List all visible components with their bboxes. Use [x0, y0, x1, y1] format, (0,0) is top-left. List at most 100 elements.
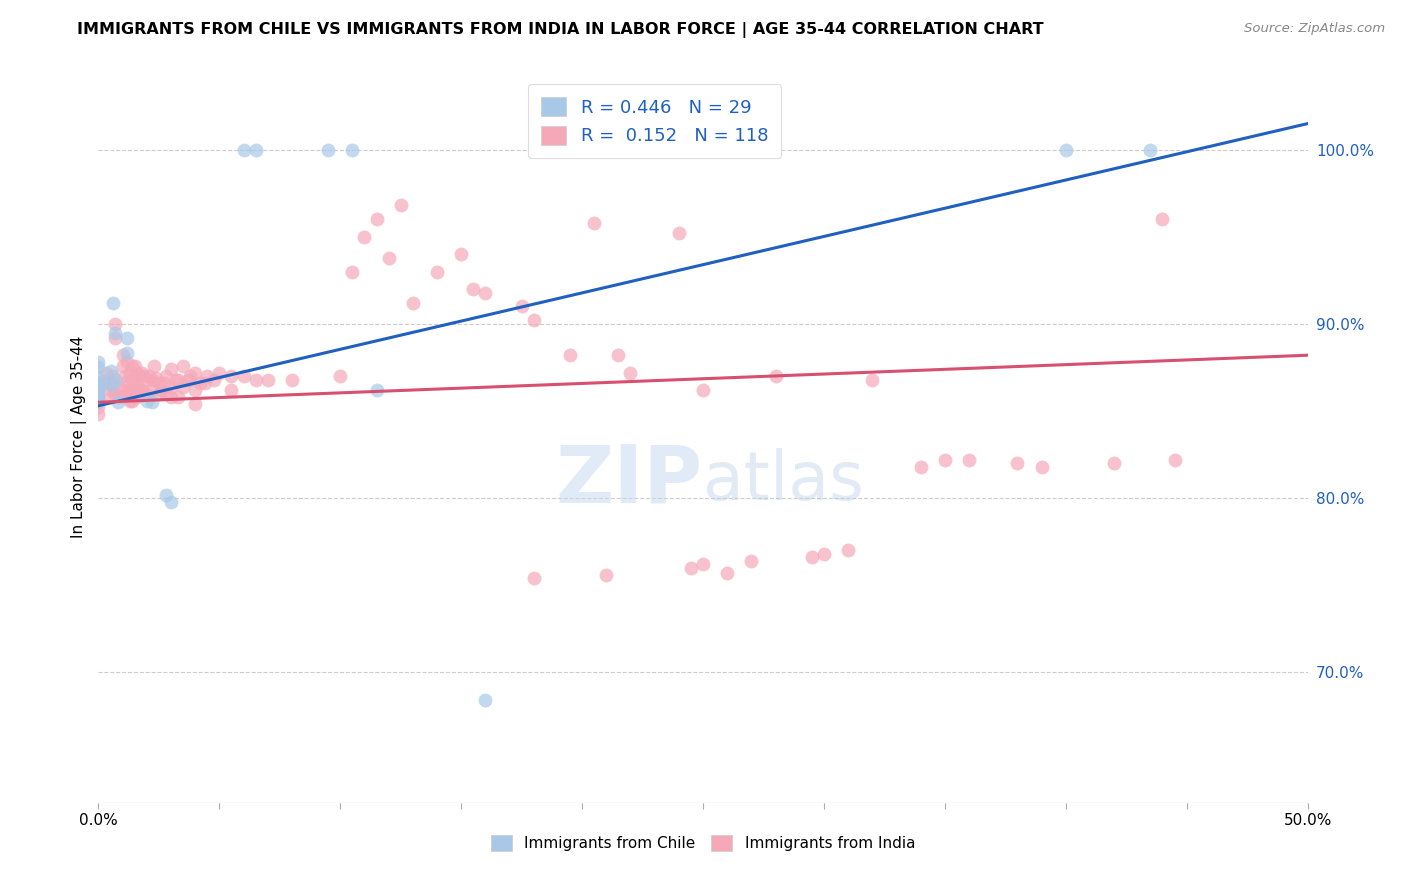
Point	[1102, 456, 1125, 470]
Point	[860, 373, 883, 387]
Point	[188, 376, 211, 390]
Point	[107, 395, 129, 409]
Point	[148, 376, 170, 390]
Point	[316, 143, 339, 157]
Point	[135, 373, 157, 387]
Point	[523, 313, 546, 327]
Point	[117, 386, 139, 401]
Point	[87, 360, 110, 375]
Point	[1139, 143, 1161, 157]
Point	[523, 571, 546, 585]
Point	[101, 369, 124, 384]
Point	[152, 376, 174, 390]
Point	[389, 198, 412, 212]
Point	[131, 383, 153, 397]
Point	[101, 296, 124, 310]
Point	[837, 543, 859, 558]
Point	[165, 373, 187, 387]
Point	[1152, 212, 1174, 227]
Point	[692, 558, 714, 572]
Point	[957, 452, 980, 467]
Point	[107, 390, 129, 404]
Point	[135, 386, 157, 401]
Point	[117, 355, 139, 369]
Point	[87, 388, 110, 402]
Point	[195, 369, 218, 384]
Point	[208, 366, 231, 380]
Point	[167, 373, 190, 387]
Point	[121, 373, 143, 387]
Point	[141, 373, 163, 387]
Point	[402, 296, 425, 310]
Point	[124, 386, 146, 401]
Point	[87, 376, 110, 390]
Point	[160, 362, 183, 376]
Point	[463, 282, 485, 296]
Point	[1163, 452, 1185, 467]
Point	[329, 369, 352, 384]
Point	[104, 331, 127, 345]
Point	[474, 285, 496, 300]
Point	[94, 366, 117, 380]
Point	[740, 554, 762, 568]
Point	[160, 390, 183, 404]
Text: IMMIGRANTS FROM CHILE VS IMMIGRANTS FROM INDIA IN LABOR FORCE | AGE 35-44 CORREL: IMMIGRANTS FROM CHILE VS IMMIGRANTS FROM…	[77, 22, 1043, 38]
Point	[121, 359, 143, 373]
Point	[160, 379, 183, 393]
Point	[124, 376, 146, 390]
Point	[668, 227, 690, 241]
Point	[124, 359, 146, 373]
Point	[679, 560, 702, 574]
Point	[87, 386, 110, 401]
Point	[87, 369, 110, 384]
Point	[281, 373, 304, 387]
Point	[118, 393, 141, 408]
Point	[692, 383, 714, 397]
Point	[583, 216, 606, 230]
Point	[87, 377, 110, 392]
Point	[111, 348, 134, 362]
Point	[155, 369, 177, 384]
Point	[245, 373, 267, 387]
Text: ZIP: ZIP	[555, 442, 703, 520]
Point	[87, 408, 110, 422]
Point	[595, 567, 617, 582]
Point	[934, 452, 956, 467]
Point	[619, 366, 641, 380]
Point	[128, 383, 150, 397]
Point	[1031, 459, 1053, 474]
Point	[232, 369, 254, 384]
Point	[366, 383, 388, 397]
Point	[342, 143, 364, 157]
Point	[910, 459, 932, 474]
Point	[148, 386, 170, 401]
Point	[127, 366, 149, 380]
Point	[87, 383, 110, 397]
Point	[765, 369, 787, 384]
Point	[104, 317, 127, 331]
Point	[111, 359, 134, 373]
Point	[426, 265, 449, 279]
Point	[138, 369, 160, 384]
Point	[121, 393, 143, 408]
Point	[160, 494, 183, 508]
Point	[87, 392, 110, 406]
Point	[114, 369, 136, 384]
Point	[100, 390, 122, 404]
Point	[117, 331, 139, 345]
Point	[342, 265, 364, 279]
Point	[155, 386, 177, 401]
Point	[97, 376, 120, 390]
Point	[104, 326, 127, 340]
Point	[353, 229, 375, 244]
Point	[450, 247, 472, 261]
Point	[800, 550, 823, 565]
Point	[121, 383, 143, 397]
Point	[145, 371, 167, 385]
Point	[143, 359, 166, 373]
Point	[135, 393, 157, 408]
Point	[117, 375, 139, 389]
Point	[377, 251, 399, 265]
Point	[184, 383, 207, 397]
Point	[141, 395, 163, 409]
